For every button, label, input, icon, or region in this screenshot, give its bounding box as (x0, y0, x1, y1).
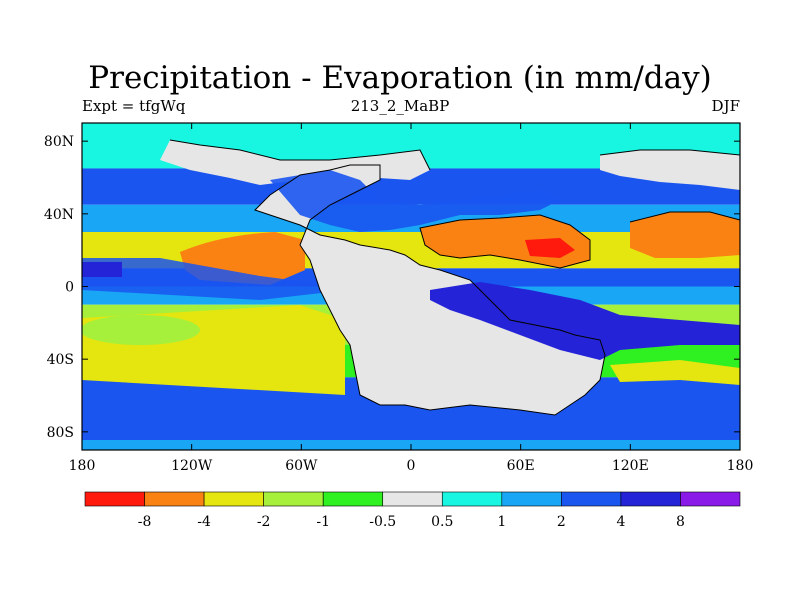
region-indo-pacific-wet (430, 282, 740, 360)
chart-title: Precipitation - Evaporation (in mm/day) (88, 60, 712, 96)
period-label: 213_2_MaBP (350, 97, 450, 115)
coastline-arctic (169, 139, 431, 171)
colorbar-swatch (680, 491, 741, 507)
x-tick-label: 180 (69, 458, 96, 474)
x-tick-label: 60E (507, 458, 535, 474)
colorbar-label: 8 (676, 514, 685, 530)
region-itcz-west (82, 258, 330, 300)
colorbar-label: -1 (316, 514, 330, 530)
colorbar-label: -2 (257, 514, 271, 530)
colorbar-label: 0.5 (431, 514, 453, 530)
region-arctic-land (160, 140, 430, 185)
y-tick-label: 40N (44, 207, 74, 223)
colorbar-label: 2 (557, 514, 566, 530)
colorbar-swatch (263, 491, 324, 507)
colorbar-swatch (322, 491, 384, 507)
colorbar-swatch (382, 491, 443, 507)
colorbar-swatch (84, 491, 145, 507)
colorbar-label: -4 (197, 514, 211, 530)
y-tick-label: 80N (44, 134, 74, 150)
region-east-dry (630, 212, 740, 258)
region-southern-ocean-west (82, 385, 345, 450)
axis-ticks: 180 120W 60W 0 60E 120E 180 80N 40N 0 40S 80S (44, 123, 753, 474)
colorbar-swatch (501, 491, 562, 507)
region-south-pacific-moist (82, 315, 200, 345)
region-arctic-land-east (600, 150, 740, 190)
coastline-main (254, 164, 606, 416)
region-itcz-core (82, 262, 122, 277)
season-label: DJF (711, 97, 740, 115)
colorbar-label: -8 (138, 514, 152, 530)
y-tick-label: 0 (65, 280, 74, 296)
map-field (82, 123, 740, 450)
colorbar-label: 4 (616, 514, 625, 530)
x-tick-label: 120W (171, 458, 213, 474)
colorbar-swatch (441, 491, 503, 507)
colorbar: -8 -4 -2 -1 -0.5 0.5 1 2 4 8 (84, 491, 741, 530)
x-tick-label: 0 (407, 458, 416, 474)
x-tick-label: 120E (612, 458, 649, 474)
x-tick-label: 60W (285, 458, 318, 474)
colorbar-swatch (620, 491, 681, 507)
region-eurasia-very-dry (525, 238, 575, 258)
coastline-arctic-east (599, 149, 740, 156)
colorbar-swatch (203, 491, 264, 507)
experiment-label: Expt = tfgWq (82, 97, 186, 115)
coastline-eurasia (419, 214, 591, 269)
colorbar-swatch (561, 491, 622, 507)
region-south-indian-dry (610, 360, 740, 385)
colorbar-label: -0.5 (369, 514, 396, 530)
x-tick-label: 180 (727, 458, 754, 474)
coastline-east (629, 211, 740, 223)
y-tick-label: 40S (47, 352, 74, 368)
region-southern-ocean-east (600, 385, 740, 450)
y-tick-label: 80S (47, 425, 74, 441)
colorbar-swatch (144, 491, 205, 507)
region-north-storm-track (270, 170, 560, 232)
colorbar-label: 1 (497, 514, 506, 530)
